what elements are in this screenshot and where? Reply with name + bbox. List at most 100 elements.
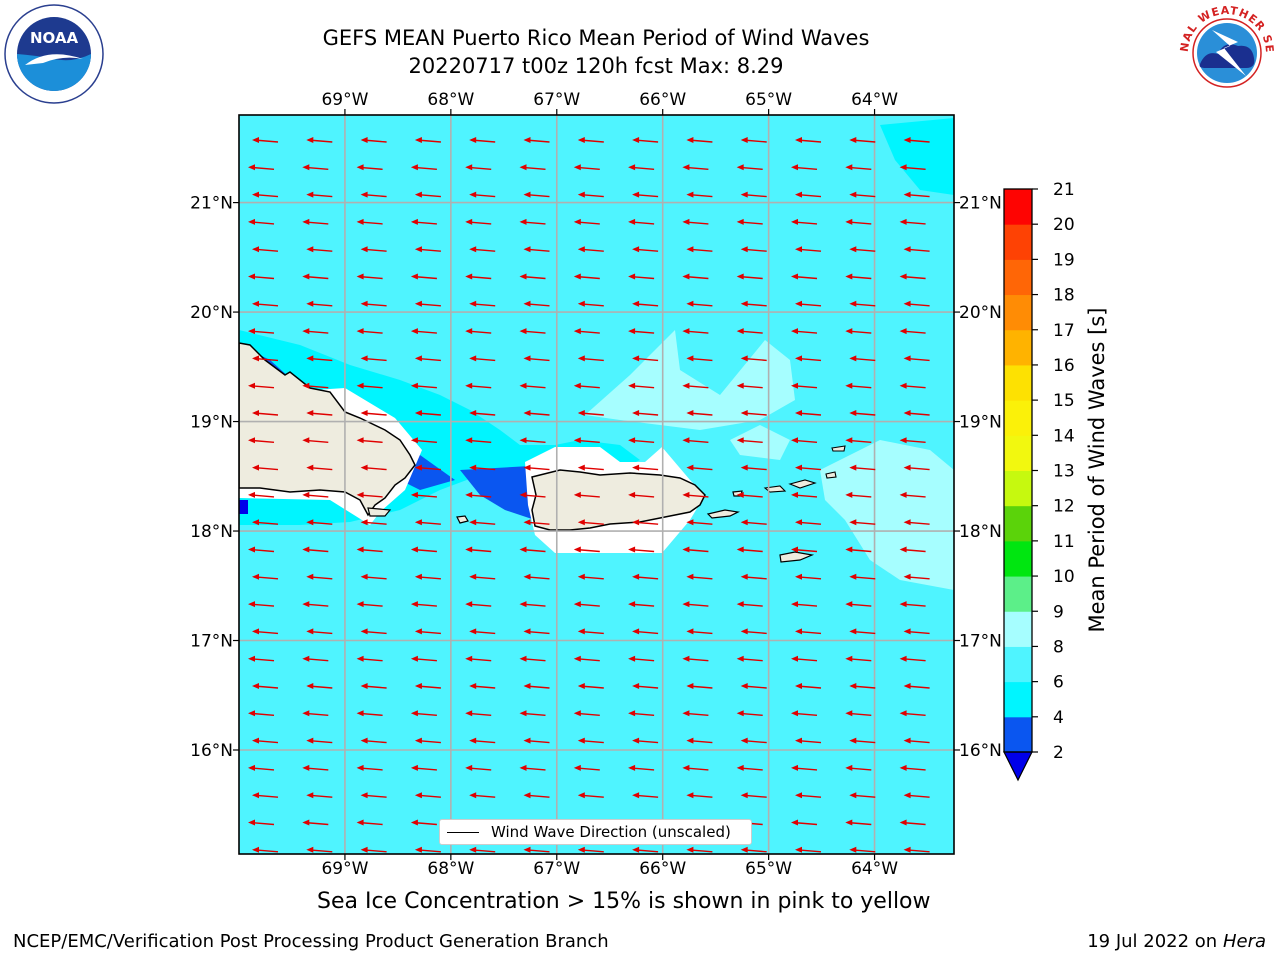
wind-wave-arrow (252, 628, 279, 635)
wind-wave-arrow (465, 655, 492, 662)
colorbar-band (1004, 435, 1032, 471)
wind-wave-arrow (360, 683, 387, 689)
wind-wave-arrow (682, 546, 709, 553)
wind-wave-arrow (302, 328, 329, 335)
colorbar-band (1004, 189, 1032, 225)
wind-wave-arrow (248, 491, 275, 498)
wind-wave-arrow (903, 246, 930, 253)
wind-wave-arrow (845, 601, 872, 608)
wind-wave-arrow (410, 382, 437, 389)
noaa-logo-text: NOAA (30, 29, 79, 47)
wind-wave-arrow (356, 218, 383, 225)
wind-wave-arrow (414, 410, 441, 416)
wind-wave-arrow (795, 355, 822, 362)
vector-legend: Wind Wave Direction (unscaled) (439, 819, 752, 845)
lon-tick-label-top: 69°W (321, 90, 368, 110)
wind-wave-arrow (302, 164, 329, 171)
wind-wave-arrow (791, 382, 818, 389)
legend-line-icon (447, 832, 479, 833)
wind-wave-arrow (686, 846, 713, 853)
wind-wave-arrow (845, 491, 872, 498)
wind-wave-arrow (302, 273, 329, 280)
wind-wave-vectors (248, 137, 930, 853)
wind-wave-arrow (519, 164, 546, 171)
wind-wave-arrow (628, 273, 655, 280)
wind-wave-arrow (360, 191, 387, 198)
chart-subtitle: 20220717 t00z 120h fcst Max: 8.29 (408, 54, 784, 78)
wind-wave-arrow (356, 819, 383, 826)
wind-wave-arrow (410, 655, 437, 662)
wind-wave-arrow (465, 546, 492, 553)
wind-wave-arrow (410, 218, 437, 225)
lat-tick-label-right: 17°N (959, 632, 1002, 652)
wind-wave-arrow (465, 328, 492, 335)
wind-wave-arrow (577, 246, 604, 253)
lat-tick-label-left: 20°N (190, 303, 233, 323)
wind-wave-arrow (519, 710, 546, 717)
wind-wave-arrow (628, 601, 655, 608)
wind-wave-arrow (356, 164, 383, 171)
wind-wave-arrow (899, 273, 926, 280)
lon-tick-label-bottom: 69°W (321, 859, 368, 879)
footer-host: Hera (1222, 931, 1266, 952)
wind-wave-arrow (306, 792, 333, 799)
wind-wave-arrow (686, 573, 713, 580)
lon-tick-label-bottom: 66°W (639, 859, 686, 879)
wind-wave-arrow (791, 546, 818, 553)
wind-wave-arrow (736, 328, 763, 335)
wind-wave-arrow (356, 710, 383, 717)
wind-wave-arrow (302, 601, 329, 608)
lon-tick-label-bottom: 64°W (851, 859, 898, 879)
wind-wave-arrow (356, 491, 383, 498)
colorbar-tick-label: 10 (1053, 567, 1075, 587)
wind-wave-arrow (736, 164, 763, 171)
wind-wave-arrow (252, 846, 279, 853)
wind-wave-arrow (573, 601, 600, 608)
wind-wave-arrow (686, 464, 713, 471)
wind-wave-arrow (360, 628, 387, 635)
colorbar-band (1004, 611, 1032, 647)
wind-wave-arrow (628, 437, 655, 444)
wind-wave-arrow (410, 491, 437, 498)
colorbar-band (1004, 540, 1032, 577)
wind-wave-arrow (410, 273, 437, 280)
wind-wave-arrow (410, 164, 437, 171)
lat-tick-label-left: 18°N (190, 522, 233, 542)
wind-wave-arrow (899, 764, 926, 771)
wind-wave-arrow (849, 519, 876, 526)
wind-wave-arrow (410, 546, 437, 553)
wind-wave-arrow (795, 300, 822, 307)
wind-wave-arrow (577, 410, 604, 416)
wind-wave-arrow (791, 491, 818, 498)
colorbar-tick-label: 17 (1053, 321, 1075, 341)
wind-wave-arrow (523, 519, 550, 526)
colorbar-tick-label: 6 (1053, 673, 1064, 693)
wind-wave-arrow (414, 300, 441, 307)
wind-wave-arrow (252, 410, 279, 416)
wind-wave-arrow (306, 355, 333, 362)
wind-wave-arrow (356, 273, 383, 280)
wind-wave-arrow (795, 246, 822, 253)
wind-wave-arrow (306, 683, 333, 689)
wind-wave-arrow (845, 273, 872, 280)
colorbar-tick-label: 4 (1053, 708, 1064, 728)
wind-wave-arrow (849, 846, 876, 853)
period-zone-short (239, 500, 248, 514)
wind-wave-arrow (903, 846, 930, 853)
wind-wave-arrow (519, 273, 546, 280)
wind-wave-arrow (736, 437, 763, 444)
wind-wave-arrow (849, 191, 876, 198)
colorbar-band (1004, 224, 1032, 260)
wind-wave-arrow (740, 737, 767, 744)
wind-wave-arrow (248, 328, 275, 335)
wind-wave-arrow (360, 246, 387, 253)
wind-wave-arrow (356, 437, 383, 444)
wind-wave-arrow (306, 137, 333, 143)
lat-tick-label-right: 19°N (959, 413, 1002, 433)
wind-wave-arrow (302, 655, 329, 662)
wind-wave-arrow (573, 218, 600, 225)
wind-wave-arrow (252, 191, 279, 198)
wind-wave-arrow (632, 464, 659, 471)
tortola-island (788, 479, 817, 489)
map-plot-area (239, 115, 954, 854)
